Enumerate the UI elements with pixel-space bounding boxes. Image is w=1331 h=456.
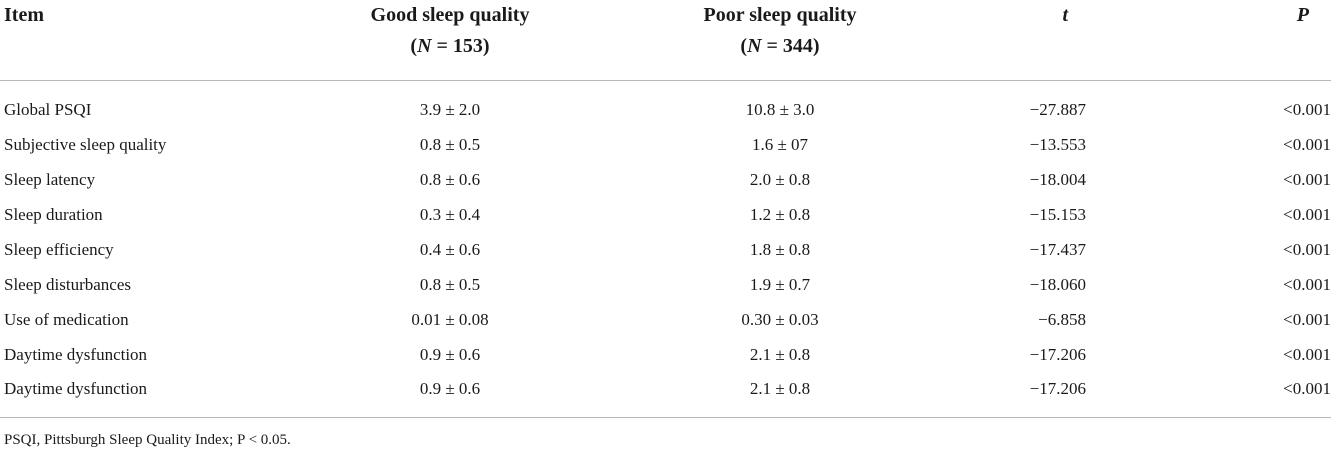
table-row: Sleep efficiency 0.4 ± 0.6 1.8 ± 0.8 −17…: [0, 232, 1331, 267]
cell-p: <0.001: [1283, 274, 1331, 294]
cell-p: <0.001: [1283, 344, 1331, 364]
cell-item: Use of medication: [4, 309, 129, 329]
header-good-title: Good sleep quality: [370, 4, 530, 26]
header-good-sleep: Good sleep quality (N = 153): [310, 0, 590, 80]
cell-good: 0.01 ± 0.08: [411, 309, 489, 329]
header-row: Item Good sleep quality (N = 153) Poor s…: [0, 0, 1331, 80]
cell-good: 0.8 ± 0.5: [419, 134, 481, 154]
cell-item: Daytime dysfunction: [4, 379, 148, 399]
header-good-n-var: N: [417, 35, 432, 57]
table-row: Sleep duration 0.3 ± 0.4 1.2 ± 0.8 −15.1…: [0, 197, 1331, 232]
cell-item: Subjective sleep quality: [4, 134, 167, 154]
cell-p: <0.001: [1283, 309, 1331, 329]
cell-p: <0.001: [1283, 239, 1331, 259]
header-good-n-value: = 153): [431, 35, 490, 57]
header-p: P: [1296, 4, 1309, 26]
cell-p: <0.001: [1283, 134, 1331, 154]
cell-t: −13.553: [1029, 134, 1086, 154]
cell-good: 0.3 ± 0.4: [419, 204, 481, 224]
cell-good: 0.8 ± 0.5: [419, 274, 481, 294]
header-poor-n-value: = 344): [761, 35, 820, 57]
table-row: Use of medication 0.01 ± 0.08 0.30 ± 0.0…: [0, 302, 1331, 337]
cell-item: Daytime dysfunction: [4, 344, 148, 364]
table-row: Daytime dysfunction 0.9 ± 0.6 2.1 ± 0.8 …: [0, 372, 1331, 417]
table-body: Global PSQI 3.9 ± 2.0 10.8 ± 3.0 −27.887…: [0, 80, 1331, 417]
header-poor-n-open: (: [740, 35, 748, 57]
header-poor-n-var: N: [747, 35, 762, 57]
header-item: Item: [4, 4, 44, 26]
cell-t: −18.060: [1029, 274, 1086, 294]
cell-item: Global PSQI: [4, 99, 92, 119]
cell-good: 0.9 ± 0.6: [419, 344, 481, 364]
cell-poor: 2.1 ± 0.8: [749, 379, 811, 399]
header-good-n: (N = 153): [310, 31, 590, 62]
cell-p: <0.001: [1283, 99, 1331, 119]
table-row: Sleep disturbances 0.8 ± 0.5 1.9 ± 0.7 −…: [0, 267, 1331, 302]
header-poor-title: Poor sleep quality: [703, 4, 857, 26]
cell-t: −17.206: [1029, 344, 1086, 364]
cell-p: <0.001: [1283, 379, 1331, 399]
cell-poor: 1.9 ± 0.7: [749, 274, 811, 294]
cell-item: Sleep duration: [4, 204, 103, 224]
table-row: Daytime dysfunction 0.9 ± 0.6 2.1 ± 0.8 …: [0, 337, 1331, 372]
header-t: t: [1062, 4, 1068, 26]
cell-good: 0.4 ± 0.6: [419, 239, 481, 259]
sleep-quality-table: Item Good sleep quality (N = 153) Poor s…: [0, 0, 1331, 417]
header-good-n-open: (: [410, 35, 418, 57]
cell-item: Sleep efficiency: [4, 239, 114, 259]
cell-poor: 0.30 ± 0.03: [741, 309, 819, 329]
cell-t: −27.887: [1029, 99, 1086, 119]
cell-poor: 1.8 ± 0.8: [749, 239, 811, 259]
table-row: Sleep latency 0.8 ± 0.6 2.0 ± 0.8 −18.00…: [0, 162, 1331, 197]
cell-poor: 1.6 ± 07: [751, 134, 809, 154]
cell-poor: 2.1 ± 0.8: [749, 344, 811, 364]
cell-t: −17.437: [1029, 239, 1086, 259]
cell-t: −18.004: [1029, 169, 1086, 189]
cell-poor: 2.0 ± 0.8: [749, 169, 811, 189]
cell-good: 0.9 ± 0.6: [419, 379, 481, 399]
cell-poor: 1.2 ± 0.8: [749, 204, 811, 224]
cell-poor: 10.8 ± 3.0: [745, 99, 815, 119]
table-header: Item Good sleep quality (N = 153) Poor s…: [0, 0, 1331, 80]
cell-p: <0.001: [1283, 169, 1331, 189]
cell-good: 0.8 ± 0.6: [419, 169, 481, 189]
header-poor-n: (N = 344): [590, 31, 970, 62]
cell-item: Sleep latency: [4, 169, 96, 189]
cell-t: −15.153: [1029, 204, 1086, 224]
table-footnote: PSQI, Pittsburgh Sleep Quality Index; P …: [4, 432, 291, 448]
table-row: Global PSQI 3.9 ± 2.0 10.8 ± 3.0 −27.887…: [0, 80, 1331, 127]
cell-p: <0.001: [1283, 204, 1331, 224]
cell-item: Sleep disturbances: [4, 274, 131, 294]
header-poor-sleep: Poor sleep quality (N = 344): [590, 0, 970, 80]
cell-good: 3.9 ± 2.0: [419, 99, 481, 119]
cell-t: −17.206: [1029, 379, 1086, 399]
table-row: Subjective sleep quality 0.8 ± 0.5 1.6 ±…: [0, 127, 1331, 162]
cell-t: −6.858: [1038, 309, 1086, 329]
